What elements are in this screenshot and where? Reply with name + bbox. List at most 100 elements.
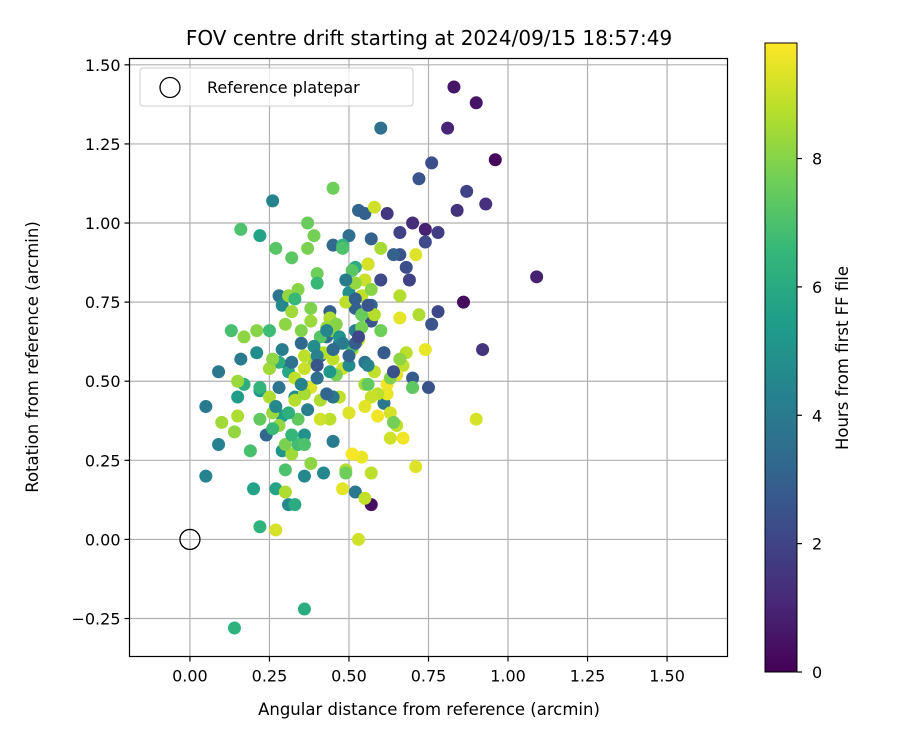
data-point <box>234 222 248 236</box>
data-point <box>269 400 283 414</box>
data-point <box>374 241 388 255</box>
data-point <box>374 324 388 338</box>
data-point <box>345 263 359 277</box>
data-point <box>329 317 343 331</box>
y-tick-label: 0.00 <box>85 530 121 549</box>
data-point <box>380 387 394 401</box>
legend-marker-icon <box>159 76 181 99</box>
data-point <box>348 292 362 306</box>
data-point <box>358 491 372 505</box>
y-axis-ticks: −0.25 0.00 0.25 0.50 0.75 1.00 1.25 1.50 <box>71 56 130 629</box>
data-point <box>269 241 283 255</box>
data-point <box>469 96 483 110</box>
data-point <box>361 358 375 372</box>
data-point <box>288 498 302 512</box>
data-point <box>431 226 445 240</box>
data-point <box>326 352 340 366</box>
data-point <box>336 241 350 255</box>
data-point <box>323 412 337 426</box>
data-point <box>297 438 311 452</box>
data-point <box>396 431 410 445</box>
data-point <box>278 485 292 499</box>
data-point <box>374 121 388 135</box>
data-point <box>266 422 280 436</box>
data-point <box>301 216 315 230</box>
colorbar-tick-label: 6 <box>812 278 822 297</box>
data-point <box>358 400 372 414</box>
data-point <box>212 365 226 379</box>
data-point <box>406 381 420 395</box>
data-point <box>275 343 289 357</box>
colorbar: 0 2 4 6 8 Hours from first FF file <box>764 42 852 682</box>
data-point <box>266 352 280 366</box>
data-point <box>301 241 315 255</box>
colorbar-tick-label: 8 <box>812 150 822 169</box>
data-point <box>402 273 416 287</box>
data-point <box>278 438 292 452</box>
data-point <box>345 447 359 461</box>
x-tick-label: 0.50 <box>331 667 367 686</box>
data-point <box>247 482 261 496</box>
data-point <box>326 343 340 357</box>
data-point <box>304 314 318 328</box>
data-point <box>310 276 324 290</box>
data-point <box>339 273 353 287</box>
data-point <box>476 343 490 357</box>
data-point <box>297 602 311 616</box>
data-points <box>199 80 544 635</box>
reference-marker-group <box>179 528 201 551</box>
data-point <box>422 381 435 395</box>
data-point <box>294 336 308 350</box>
y-tick-label: 1.00 <box>85 214 121 233</box>
data-point <box>387 365 401 379</box>
data-point <box>253 412 267 426</box>
colorbar-gradient <box>764 42 798 673</box>
data-point <box>367 200 381 214</box>
x-axis-ticks: 0.00 0.25 0.50 0.75 1.00 1.25 1.50 <box>172 656 685 686</box>
y-tick-label: 0.75 <box>85 293 121 312</box>
data-point <box>387 415 401 429</box>
data-point <box>361 257 375 271</box>
data-point <box>320 387 334 401</box>
data-point <box>447 80 461 94</box>
data-point <box>374 273 388 287</box>
data-point <box>199 400 213 414</box>
data-point <box>469 412 483 426</box>
colorbar-tick-label: 4 <box>812 406 822 425</box>
data-point <box>224 324 238 338</box>
reference-marker <box>179 528 201 551</box>
data-point <box>323 365 337 379</box>
x-tick-label: 1.25 <box>570 667 606 686</box>
data-point <box>313 412 327 426</box>
y-tick-label: 0.50 <box>85 372 121 391</box>
data-point <box>278 317 292 331</box>
data-point <box>393 311 407 325</box>
data-point <box>377 346 391 360</box>
data-point <box>358 207 372 221</box>
data-point <box>275 298 289 312</box>
data-point <box>409 460 423 474</box>
data-point <box>253 229 267 243</box>
data-point <box>307 229 321 243</box>
data-point <box>310 349 324 363</box>
data-point <box>231 409 245 423</box>
data-point <box>348 485 362 499</box>
data-point <box>393 226 407 240</box>
data-point <box>364 282 378 296</box>
data-point <box>301 403 315 417</box>
data-point <box>387 248 401 262</box>
data-point <box>285 428 299 442</box>
data-point <box>215 415 229 429</box>
data-point <box>352 532 366 546</box>
data-point <box>285 251 299 265</box>
x-tick-label: 1.00 <box>490 667 526 686</box>
legend: Reference platepar <box>139 67 414 107</box>
data-point <box>231 390 245 404</box>
data-point <box>412 172 426 186</box>
legend-label: Reference platepar <box>207 78 360 97</box>
data-point <box>199 469 213 483</box>
data-point <box>361 377 375 391</box>
data-point <box>250 346 264 360</box>
data-point <box>367 308 381 322</box>
data-point <box>425 317 439 331</box>
